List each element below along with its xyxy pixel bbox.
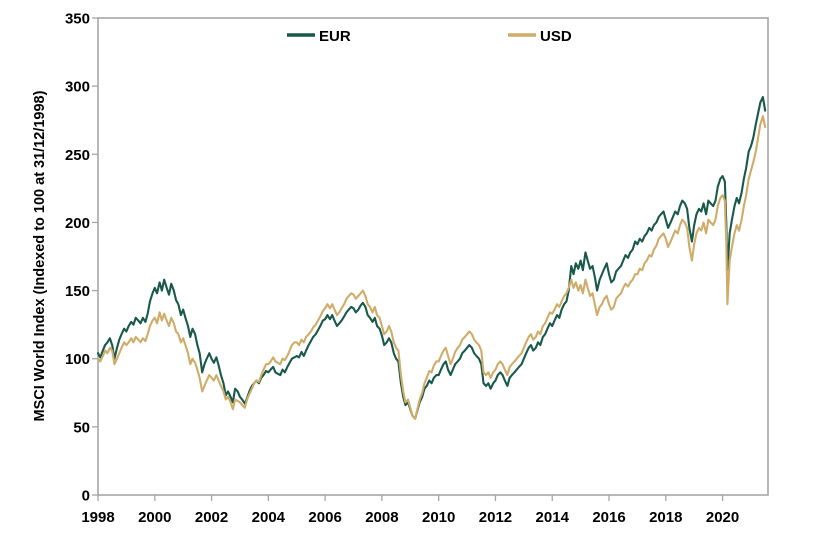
y-tick-label: 50 [73,419,90,436]
chart-legend: EUR USD [287,28,572,45]
x-tick-label: 2016 [592,509,625,526]
y-tick-label: 300 [65,79,90,96]
data-series-group [96,96,767,420]
legend-item-usd[interactable]: USD [508,28,572,45]
x-tick-label: 2004 [252,509,286,526]
y-tick-label: 200 [65,215,90,232]
y-tick-label: 150 [65,283,90,300]
x-tick-label: 2018 [649,509,682,526]
y-tick-label: 0 [82,488,90,505]
x-tick-label: 2000 [138,509,171,526]
legend-item-eur[interactable]: EUR [287,28,351,45]
x-tick-label: 2008 [365,509,398,526]
x-tick-label: 2020 [706,509,739,526]
series-line-eur [96,96,767,420]
x-tick-label: 2010 [422,509,455,526]
x-axis-tick-labels: 1998 2000 2002 2004 2006 2008 2010 2012 2014 2016… [81,509,739,526]
plot-area-border [97,17,769,496]
x-tick-label: 2006 [308,509,341,526]
x-tick-label: 2014 [536,509,570,526]
x-tick-label: 1998 [81,509,114,526]
legend-label-usd: USD [540,28,572,45]
x-tick-label: 2002 [195,509,228,526]
y-axis-title: MSCI World Index (Indexed to 100 at 31/1… [32,90,48,421]
y-axis-tick-labels: 0 50 100 150 200 250 300 350 [65,11,90,505]
x-axis-tick-marks [97,495,724,501]
x-tick-label: 2012 [479,509,512,526]
series-line-usd [96,115,767,420]
y-tick-label: 100 [65,351,90,368]
legend-label-eur: EUR [319,28,351,45]
y-tick-label: 250 [65,147,90,164]
y-tick-label: 350 [65,11,90,28]
